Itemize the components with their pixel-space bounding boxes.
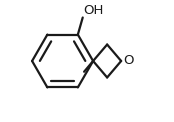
Text: OH: OH — [83, 4, 104, 17]
Text: O: O — [123, 55, 134, 67]
